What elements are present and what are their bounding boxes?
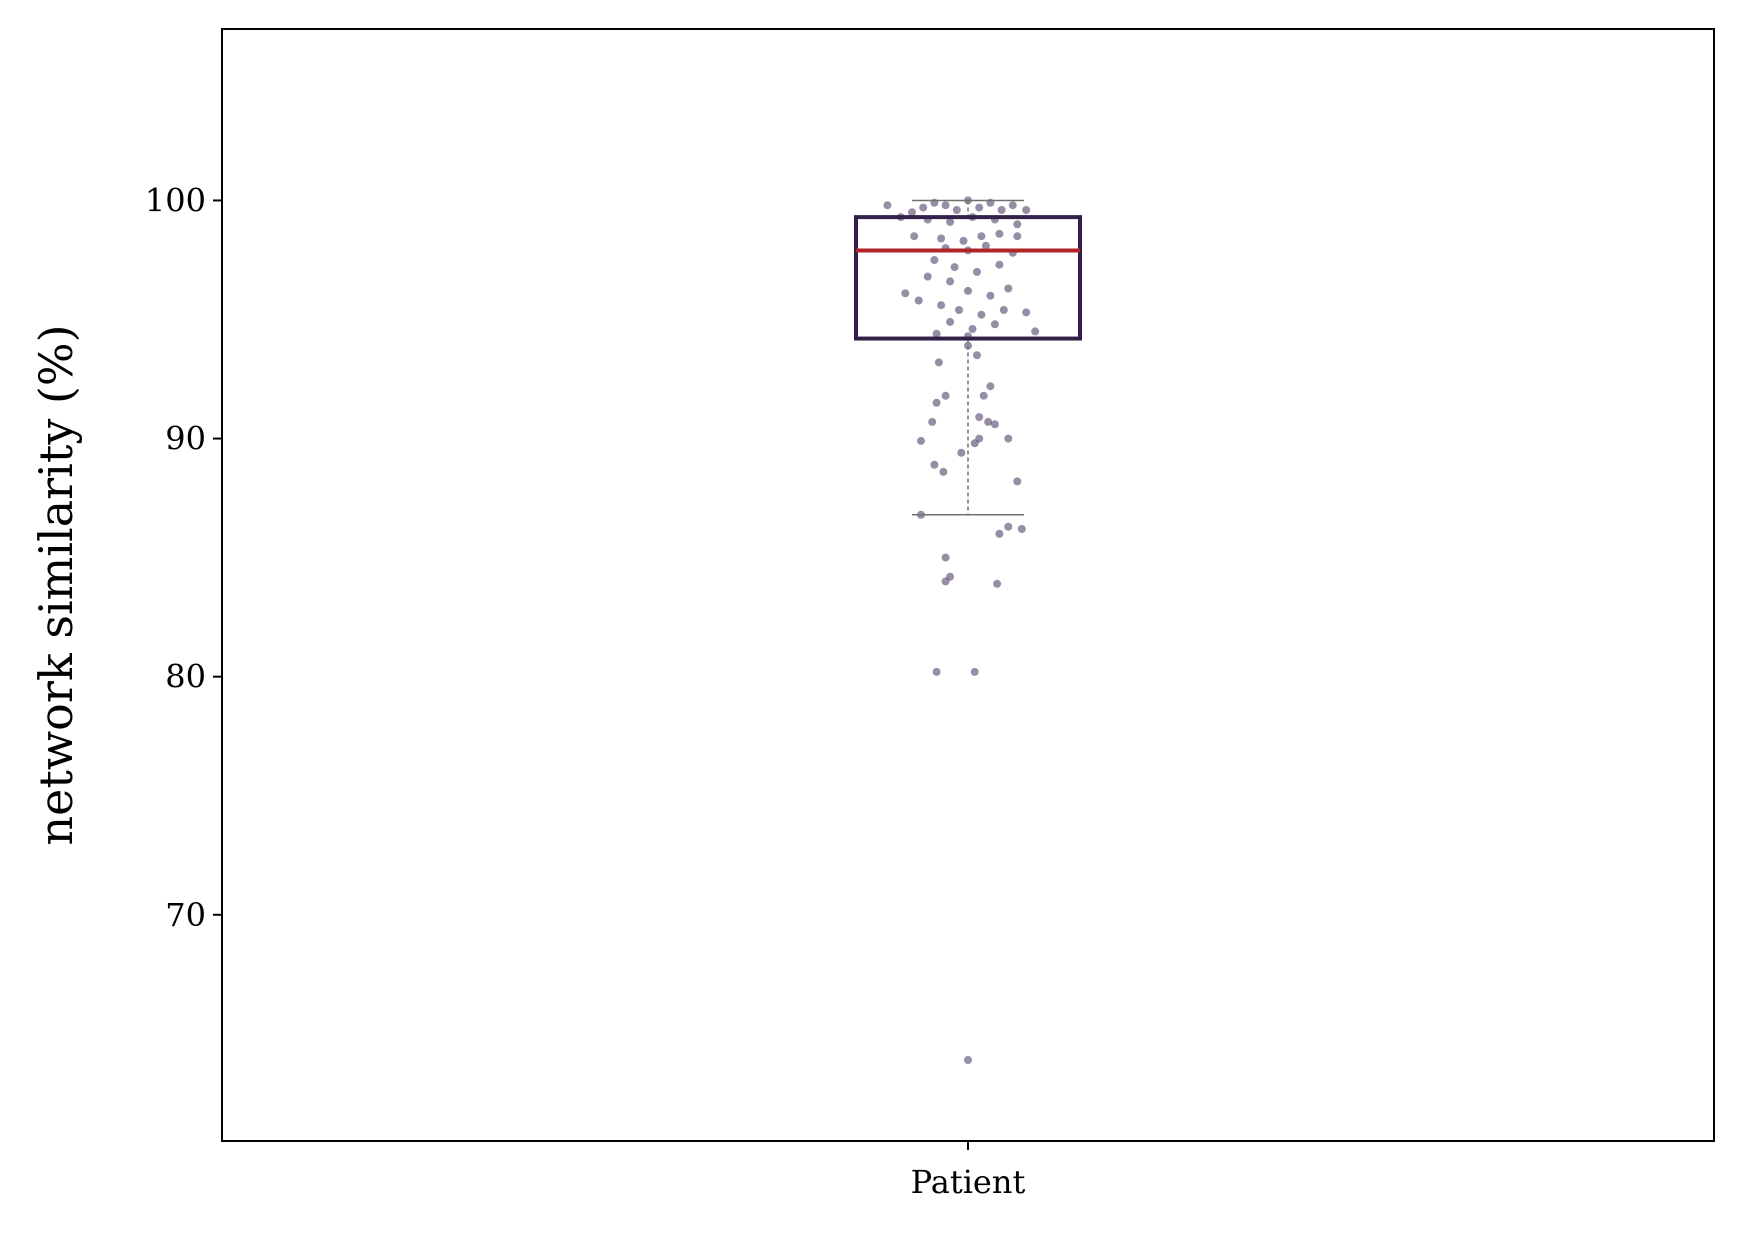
data-point [937,234,946,243]
data-point [957,448,966,457]
data-point [941,391,950,400]
x-axis: Patient [911,1141,1026,1201]
data-point [999,306,1008,314]
data-point [932,329,941,338]
data-point [977,232,986,241]
data-point [986,382,995,391]
data-point [908,208,916,217]
data-point [1008,201,1017,210]
data-point [917,436,925,445]
data-point [932,667,941,676]
data-point [970,667,979,676]
data-point [973,267,981,276]
data-point [946,317,955,326]
y-axis-label: network similarity (%) [29,324,83,845]
data-point [977,310,986,319]
x-tick-label: Patient [911,1163,1026,1201]
data-point [964,1056,972,1064]
data-point [995,229,1004,238]
data-point [930,460,939,469]
y-tick-label: 90 [165,420,206,458]
data-point [990,420,999,429]
data-point [946,217,955,226]
interquartile-box [854,215,1082,341]
data-point [910,232,919,241]
data-point [928,417,937,426]
data-point [930,256,939,264]
data-point [997,206,1006,214]
data-point [939,467,948,476]
data-point [1013,477,1022,486]
data-point [952,206,961,214]
data-point [1004,522,1013,531]
data-point [934,358,943,367]
data-point [923,272,932,281]
data-point [975,203,984,212]
y-tick-label: 70 [165,896,206,934]
data-point [941,201,950,210]
data-point [995,260,1004,269]
data-point [990,320,999,329]
data-point [901,289,910,298]
data-points [883,196,1040,1064]
data-point [937,301,946,310]
data-point [1013,220,1022,229]
data-point [1004,284,1013,293]
data-point [973,351,981,360]
y-tick-label: 80 [165,658,206,696]
data-point [995,529,1004,538]
y-tick-label: 100 [145,181,206,219]
data-point [984,417,993,426]
data-point [1017,525,1026,533]
plot-area [222,29,1714,1141]
data-point [941,553,950,562]
data-point [964,286,972,295]
data-point [975,413,984,422]
data-point [1004,434,1013,443]
data-point [1013,232,1022,241]
data-point [986,291,995,300]
data-point [979,391,988,400]
data-point [946,572,955,581]
data-point [959,236,968,245]
data-point [946,277,955,286]
data-point [955,306,963,314]
data-point [1022,308,1031,317]
data-point [993,579,1002,588]
data-point [1022,206,1031,214]
data-point [970,439,979,448]
data-point [914,296,923,305]
data-point [981,241,990,250]
data-point [968,325,977,333]
data-point [1031,327,1040,336]
data-point [950,263,959,272]
box-element [854,199,1082,516]
data-point [932,398,941,407]
y-axis: 70 80 90 100 [145,181,222,934]
data-point [919,203,928,212]
data-point [883,201,892,210]
